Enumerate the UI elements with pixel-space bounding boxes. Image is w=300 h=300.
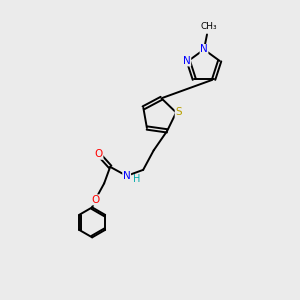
Text: N: N xyxy=(200,44,208,55)
Text: S: S xyxy=(175,107,182,118)
Text: O: O xyxy=(94,149,103,159)
Text: O: O xyxy=(91,195,99,205)
Text: N: N xyxy=(123,171,130,181)
Text: H: H xyxy=(133,175,140,184)
Text: N: N xyxy=(183,56,191,66)
Text: CH₃: CH₃ xyxy=(200,22,217,31)
